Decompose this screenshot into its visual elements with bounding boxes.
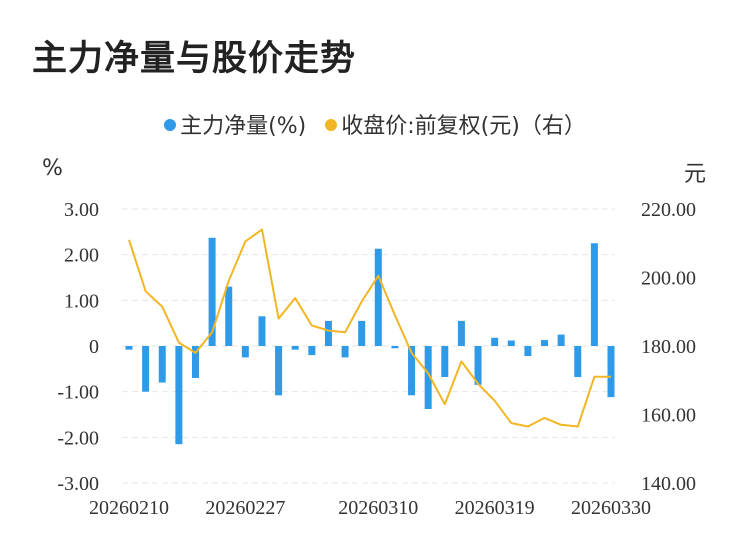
left-axis-unit: % xyxy=(42,156,63,181)
bar xyxy=(208,237,216,346)
legend-item-main-flow[interactable]: 主力净量(%) xyxy=(164,108,306,140)
x-tick-label: 20260210 xyxy=(89,497,169,519)
y-left-tick-label: 1.00 xyxy=(64,290,99,312)
bar xyxy=(324,320,332,346)
bar xyxy=(557,334,565,346)
y-left-tick-label: -2.00 xyxy=(57,427,99,449)
bar xyxy=(142,346,150,392)
bar xyxy=(574,346,582,378)
price-line xyxy=(128,228,611,428)
legend: 主力净量(%) 收盘价:前复权(元)（右） xyxy=(0,108,750,140)
legend-dot-close-price xyxy=(325,119,338,131)
right-axis-unit: 元 xyxy=(684,162,707,187)
bar xyxy=(158,346,166,383)
x-tick-label: 20260319 xyxy=(455,497,535,519)
y-left-tick-label: -1.00 xyxy=(57,382,99,404)
chart-title: 主力净量与股价走势 xyxy=(32,39,357,79)
bar xyxy=(358,320,366,346)
bar xyxy=(308,346,316,356)
bar xyxy=(275,346,283,396)
bar xyxy=(474,346,482,385)
bar xyxy=(507,340,515,346)
bar xyxy=(291,346,299,350)
y-left-tick-label: 0 xyxy=(89,336,99,358)
bar xyxy=(258,316,266,346)
bar xyxy=(524,346,532,357)
bar xyxy=(541,340,549,346)
x-tick-label: 20260227 xyxy=(205,497,285,519)
x-tick-label: 20260310 xyxy=(338,497,418,519)
y-left-tick-label: 2.00 xyxy=(64,245,99,267)
y-right-tick-label: 160.00 xyxy=(641,405,696,427)
y-right-tick-label: 220.00 xyxy=(641,199,696,221)
bar xyxy=(457,320,465,346)
bar xyxy=(341,346,349,358)
bar xyxy=(590,243,598,346)
y-right-tick-label: 200.00 xyxy=(641,268,696,290)
bar xyxy=(175,346,183,445)
legend-item-close-price[interactable]: 收盘价:前复权(元)（右） xyxy=(325,108,586,140)
y-left-tick-label: 3.00 xyxy=(64,199,99,221)
bar xyxy=(225,286,233,346)
bar xyxy=(408,346,416,396)
bar xyxy=(441,346,449,378)
bar xyxy=(391,346,399,349)
y-left-tick-label: -3.00 xyxy=(57,473,99,495)
bar xyxy=(491,337,499,346)
legend-label-main-flow: 主力净量(%) xyxy=(180,114,307,139)
bar xyxy=(374,248,382,346)
bar xyxy=(241,346,249,358)
y-right-tick-label: 140.00 xyxy=(641,473,696,495)
legend-label-close-price: 收盘价:前复权(元)（右） xyxy=(341,114,586,139)
x-tick-label: 20260330 xyxy=(571,497,651,519)
bar xyxy=(607,346,615,398)
legend-dot-main-flow xyxy=(164,119,177,131)
bar xyxy=(424,346,432,410)
y-right-tick-label: 180.00 xyxy=(641,336,696,358)
bar xyxy=(191,346,199,378)
bar xyxy=(125,346,133,350)
